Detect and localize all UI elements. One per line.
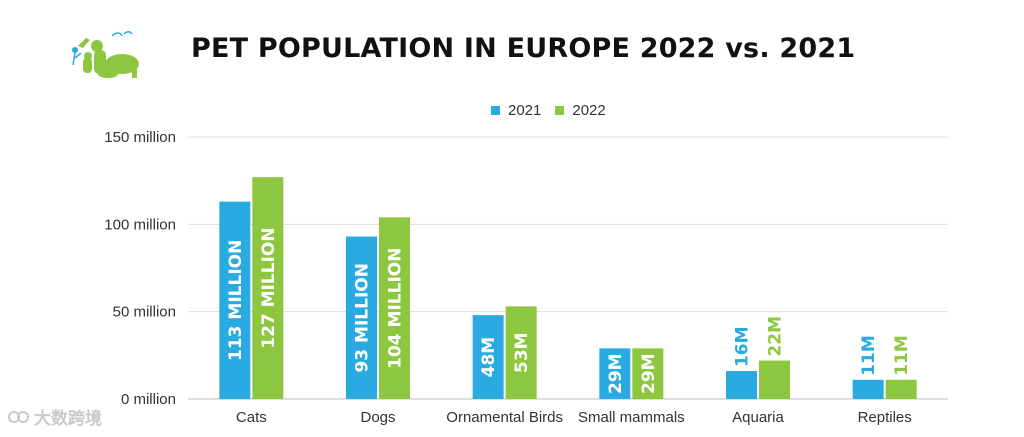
y-tick-label: 50 million — [113, 304, 176, 321]
y-tick-label: 150 million — [104, 129, 176, 146]
watermark-text: 大数跨境 — [34, 409, 102, 429]
x-tick-label: Ornamental Birds — [446, 409, 563, 426]
legend-item-2021: 2021 — [491, 102, 541, 119]
data-label-2022-4: 22M — [766, 316, 786, 357]
legend-label-2021: 2021 — [508, 102, 542, 119]
y-tick-label: 100 million — [104, 216, 176, 233]
data-label-2021-2: 48M — [479, 337, 499, 378]
legend: 2021 2022 — [491, 102, 606, 119]
data-label-2022-5: 11M — [892, 335, 912, 376]
data-label-2021-4: 16M — [733, 326, 753, 367]
bar-2021-3 — [599, 348, 631, 399]
bar-2022-3 — [632, 348, 664, 399]
x-tick-label: Cats — [236, 409, 267, 426]
data-label-2021-5: 11M — [859, 335, 879, 376]
legend-item-2022: 2022 — [555, 102, 606, 119]
data-label-2022-1: 104 MILLION — [386, 248, 406, 369]
watermark-icon — [8, 410, 29, 423]
bar-2022-1 — [379, 217, 410, 399]
x-tick-label: Small mammals — [578, 409, 685, 426]
x-tick-label: Aquaria — [732, 409, 784, 426]
data-label-2021-0: 113 MILLION — [226, 240, 246, 361]
data-label-2022-3: 29M — [639, 353, 659, 394]
pets-logo — [66, 28, 144, 85]
bar-2022-2 — [505, 306, 537, 399]
data-label-2021-1: 93 MILLION — [353, 263, 373, 373]
bar-2021-5 — [852, 379, 884, 399]
data-label-2022-2: 53M — [512, 332, 532, 373]
bar-2021-0 — [219, 201, 251, 399]
x-tick-label: Dogs — [360, 409, 395, 426]
bar-2021-1 — [346, 236, 377, 399]
bar-2022-0 — [252, 177, 284, 399]
x-tick-label: Reptiles — [858, 409, 912, 426]
y-tick-label: 0 million — [121, 391, 176, 408]
watermark: 大数跨境 — [8, 404, 102, 429]
legend-label-2022: 2022 — [572, 102, 606, 119]
chart-title: PET POPULATION IN EUROPE 2022 vs. 2021 — [191, 33, 856, 64]
bar-2022-5 — [885, 379, 917, 399]
bar-2022-4 — [759, 360, 790, 399]
legend-swatch-2021 — [491, 106, 500, 115]
data-label-2022-0: 127 MILLION — [259, 227, 279, 348]
data-label-2021-3: 29M — [606, 353, 626, 394]
legend-swatch-2022 — [555, 106, 565, 115]
bar-2021-2 — [472, 315, 504, 399]
bar-2021-4 — [726, 371, 757, 399]
